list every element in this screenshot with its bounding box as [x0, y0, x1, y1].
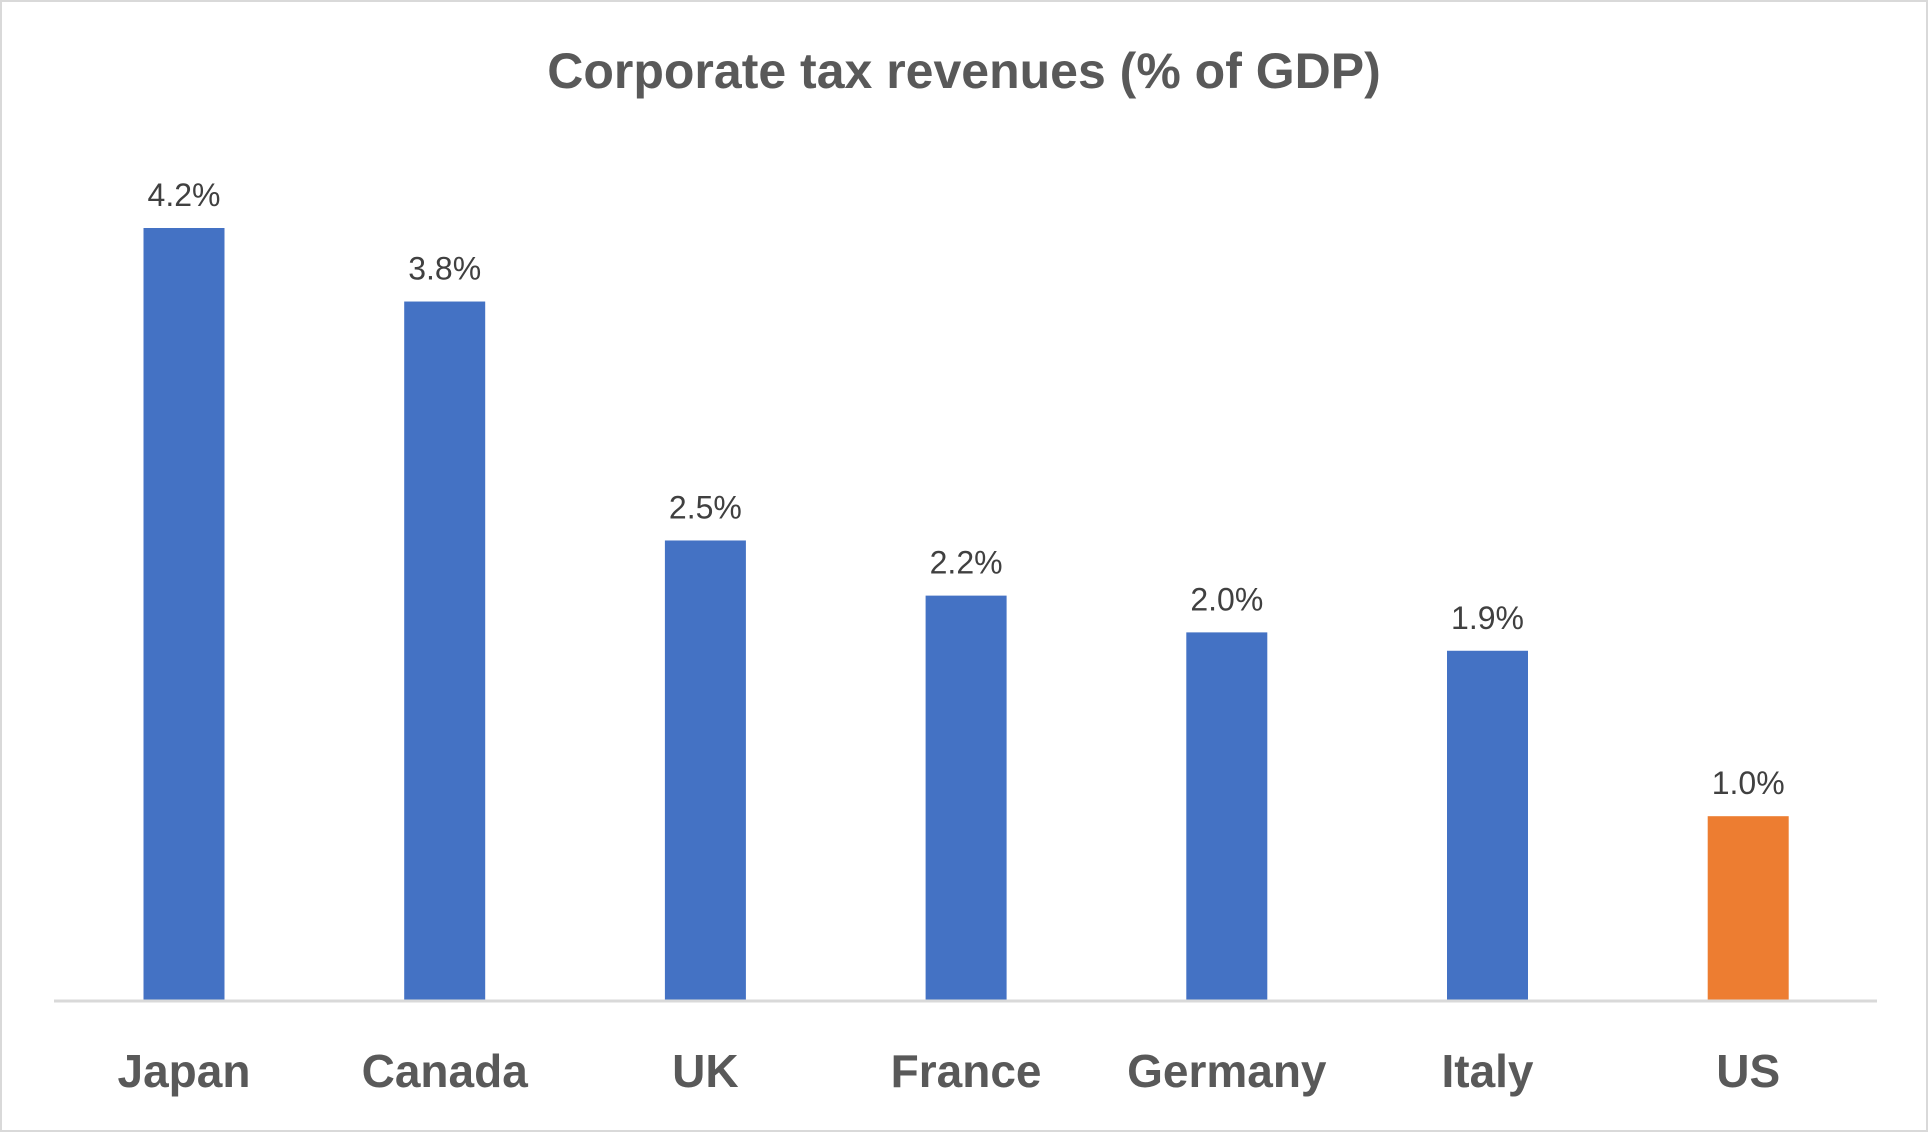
category-label: Canada [362, 1045, 529, 1097]
category-label: France [891, 1045, 1042, 1097]
data-label: 2.0% [1190, 581, 1263, 617]
chart-title: Corporate tax revenues (% of GDP) [547, 43, 1381, 99]
category-label: Italy [1441, 1045, 1533, 1097]
data-label: 2.5% [669, 489, 742, 525]
bar-japan [143, 228, 225, 1000]
bar-uk [664, 540, 746, 1000]
category-label: UK [672, 1045, 738, 1097]
bar-italy [1447, 650, 1528, 1000]
bar-germany [1186, 632, 1268, 1000]
data-label: 1.9% [1451, 600, 1524, 636]
bar-canada [404, 301, 486, 1000]
data-label: 2.2% [930, 545, 1003, 581]
data-label: 3.8% [408, 251, 481, 287]
bar-us [1707, 816, 1789, 1000]
category-label: US [1716, 1045, 1780, 1097]
data-label: 1.0% [1712, 765, 1785, 801]
bar-france [925, 595, 1007, 1000]
category-label: Japan [118, 1045, 251, 1097]
data-label: 4.2% [148, 177, 221, 213]
category-label: Germany [1127, 1045, 1327, 1097]
